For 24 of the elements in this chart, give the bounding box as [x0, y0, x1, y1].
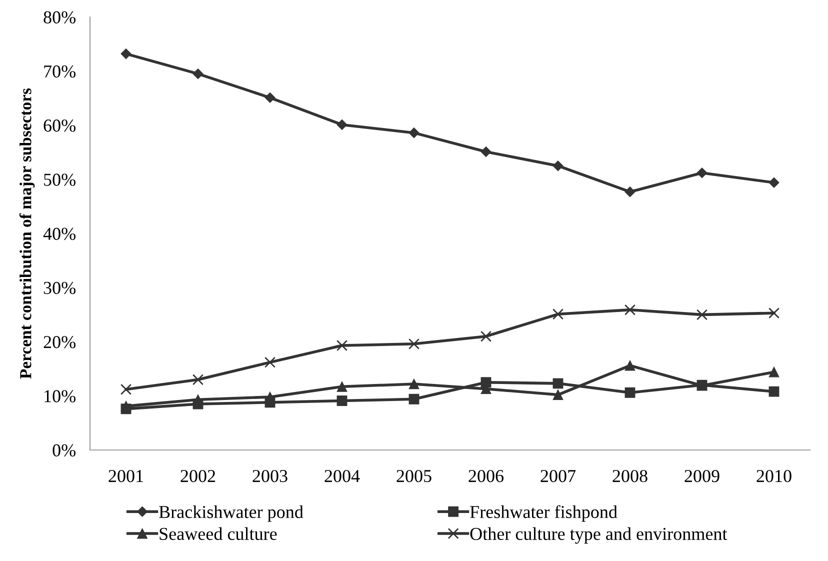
y-tick-label: 70% — [44, 65, 76, 78]
x-tick-label: 2009 — [684, 470, 720, 482]
y-tick-label: 60% — [44, 120, 76, 132]
y-tick-label: 50% — [44, 174, 76, 186]
x-tick-label: 2001 — [108, 470, 143, 482]
y-tick-label: 40% — [43, 228, 76, 240]
x-tick-label: 2007 — [540, 470, 576, 482]
x-tick-label: 2008 — [612, 470, 648, 482]
x-tick-label: 2010 — [756, 470, 792, 482]
x-tick-label: 2004 — [324, 470, 360, 482]
x-tick-label: 2006 — [468, 470, 504, 482]
y-tick-label: 10% — [44, 390, 76, 402]
y-tick-label: 0% — [52, 444, 76, 456]
legend-label: Freshwater fishpond — [470, 505, 618, 522]
y-tick-label: 20% — [44, 336, 76, 348]
y-axis-title: Percent contribution of major subsectors — [19, 88, 35, 379]
y-tick-label: 30% — [44, 282, 76, 294]
y-tick-label: 80% — [44, 11, 76, 24]
x-tick-label: 2005 — [396, 470, 432, 482]
legend-label: Seaweed culture — [160, 527, 277, 540]
x-tick-label: 2002 — [180, 470, 216, 482]
x-tick-label: 2003 — [252, 470, 288, 482]
legend-label: Brackishwater pond — [159, 505, 304, 522]
legend-label: Other culture type and environment — [470, 527, 728, 544]
